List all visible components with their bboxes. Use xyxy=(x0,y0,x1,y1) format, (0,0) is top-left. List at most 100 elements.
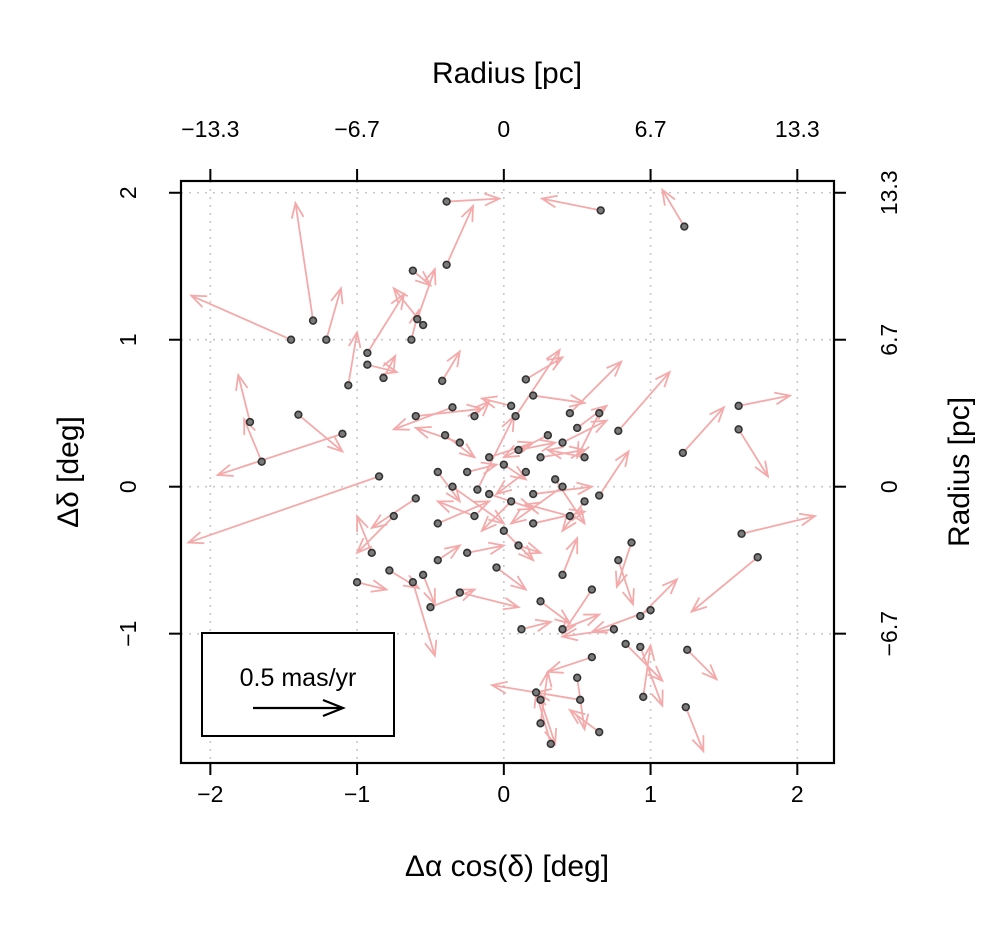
arrow-head xyxy=(446,349,462,368)
arrow-head xyxy=(369,514,388,530)
arrow-shaft xyxy=(481,397,512,407)
arrow-shaft xyxy=(422,574,436,605)
star-point xyxy=(448,482,457,491)
star-point xyxy=(473,485,482,494)
motion-arrow xyxy=(682,405,726,454)
arrow-shaft xyxy=(188,475,380,544)
star-point xyxy=(363,360,372,369)
top-tick-label: 0 xyxy=(497,116,510,142)
arrow-head xyxy=(539,194,558,209)
arrow-head xyxy=(483,192,502,207)
motion-arrow xyxy=(495,566,528,592)
star-point xyxy=(536,695,545,705)
arrow-shaft xyxy=(356,581,387,591)
arrow-head xyxy=(661,187,676,206)
star-point xyxy=(484,453,494,462)
star-point xyxy=(678,448,688,458)
star-point xyxy=(536,597,545,606)
star-point xyxy=(753,553,762,562)
arrow-shaft xyxy=(576,405,608,429)
star-point xyxy=(418,570,428,580)
y-axis-title: Δδ [deg] xyxy=(52,416,85,528)
arrow-shaft xyxy=(430,588,475,609)
star-point xyxy=(565,409,575,418)
star-point xyxy=(455,438,465,447)
x-axis-title: Δα cos(δ) [deg] xyxy=(405,850,609,883)
arrow-shaft xyxy=(737,428,769,477)
arrow-head xyxy=(356,513,369,533)
star-point xyxy=(257,457,266,466)
arrow-shaft xyxy=(561,537,579,576)
motion-arrow xyxy=(459,591,521,611)
motion-arrow xyxy=(509,485,564,525)
arrow-shaft xyxy=(525,503,571,517)
arrow-head xyxy=(754,460,770,479)
arrow-shaft xyxy=(459,591,519,609)
y-tick-label: −1 xyxy=(115,621,141,647)
star-point xyxy=(595,491,604,500)
motion-arrow xyxy=(356,513,373,554)
arrow-shaft xyxy=(535,691,581,701)
arrow-head xyxy=(390,292,406,311)
arrow-shaft xyxy=(642,645,652,697)
motion-arrow xyxy=(539,194,601,212)
star-point xyxy=(680,222,689,231)
arrow-head xyxy=(518,545,535,562)
motion-arrow xyxy=(416,266,437,320)
star-point xyxy=(352,578,362,587)
arrow-head xyxy=(539,669,553,688)
star-point xyxy=(245,417,255,427)
star-point xyxy=(646,605,655,615)
motion-arrow xyxy=(325,285,344,340)
star-point xyxy=(308,316,318,325)
star-point xyxy=(627,538,636,547)
star-point xyxy=(408,266,418,275)
arrow-head xyxy=(510,575,528,592)
star-point xyxy=(374,472,384,481)
arrow-head xyxy=(443,544,462,560)
arrow-shaft xyxy=(541,197,601,212)
arrow-head xyxy=(186,531,205,545)
motion-arrow xyxy=(480,500,512,533)
motion-arrow xyxy=(215,432,343,477)
star-point xyxy=(528,391,538,400)
motion-arrow xyxy=(617,370,672,432)
arrow-shaft xyxy=(466,463,497,473)
arrow-head xyxy=(391,417,410,431)
arrow-head xyxy=(583,613,602,627)
arrow-shaft xyxy=(598,450,630,497)
star-point xyxy=(531,688,541,697)
arrow-head xyxy=(654,370,672,388)
motion-arrow xyxy=(639,577,679,617)
arrow-head xyxy=(546,356,565,371)
x-tick-label: −2 xyxy=(197,781,223,807)
motion-arrow xyxy=(562,613,602,631)
star-point xyxy=(408,578,418,587)
arrow-shaft xyxy=(367,363,397,373)
arrow-shaft xyxy=(441,351,461,382)
arrow-head xyxy=(424,639,438,659)
legend-label: 0.5 mas/yr xyxy=(240,664,357,692)
arrow-head xyxy=(621,588,635,607)
star-point xyxy=(621,639,630,649)
arrow-head xyxy=(576,481,595,496)
arrow-head xyxy=(489,680,508,695)
arrow-shaft xyxy=(243,418,263,463)
star-point xyxy=(462,467,472,477)
arrow-shaft xyxy=(569,709,600,733)
arrow-head xyxy=(576,441,590,460)
star-point xyxy=(528,519,538,528)
motion-arrow xyxy=(523,501,571,517)
star-point xyxy=(734,401,743,411)
y-tick-label: 1 xyxy=(115,333,141,346)
star-point xyxy=(681,702,690,712)
star-point xyxy=(433,519,442,528)
star-point xyxy=(367,548,376,558)
arrow-shaft xyxy=(741,515,816,535)
arrow-shaft xyxy=(569,361,622,414)
y-tick-label: 0 xyxy=(115,480,141,493)
arrow-shaft xyxy=(445,205,474,266)
star-point xyxy=(536,453,545,462)
motion-arrow xyxy=(189,294,292,341)
arrow-shaft xyxy=(738,394,791,407)
